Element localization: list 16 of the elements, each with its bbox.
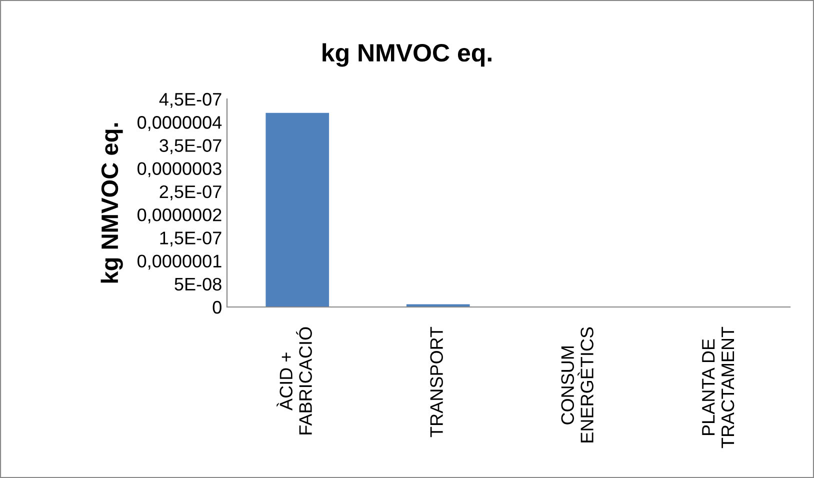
y-tick-label: 2,5E-07 (160, 185, 222, 200)
y-tick-label: 0,0000003 (138, 162, 222, 178)
x-tick-label: PLANTA DE TRACTAMENT (702, 326, 734, 448)
x-tick-label: CONSUM ENERGÈTICS (561, 327, 594, 442)
y-axis-title: kg NMVOC eq. (100, 123, 123, 283)
chart-title: kg NMVOC eq. (322, 43, 492, 67)
y-tick-label: 0 (212, 300, 222, 314)
y-tick-label: 0,0000002 (138, 208, 222, 224)
y-tick-label: 0,0000001 (138, 254, 222, 270)
x-tick-label: ÀCID + FABRICACIÓ (276, 327, 312, 434)
y-tick-label: 4,5E-07 (159, 92, 222, 108)
x-tick-label: TRANSPORT (430, 326, 443, 438)
y-tick-label: 0,0000004 (138, 116, 222, 131)
y-tick-label: 3,5E-07 (160, 139, 222, 154)
y-tick-label: 5E-08 (174, 278, 222, 291)
y-tick-label: 1,5E-07 (160, 232, 222, 247)
